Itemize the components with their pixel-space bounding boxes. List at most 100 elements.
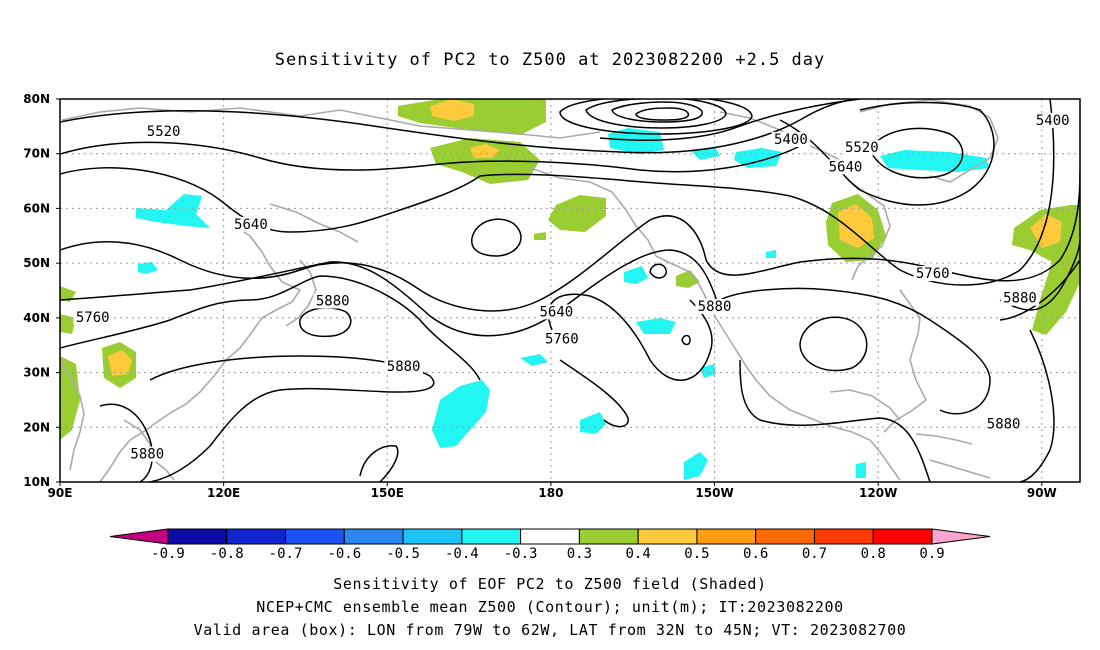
lat-tick-label: 10N: [23, 475, 50, 489]
lon-tick-label: 120E: [207, 486, 240, 500]
colorbar-swatch: [813, 528, 874, 545]
contour-label: 5640: [234, 217, 268, 233]
contour-5880-ring-small: [681, 334, 691, 346]
colorbar-swatch: [402, 528, 463, 545]
contour-5880-ring-pac: [299, 307, 352, 338]
coast-alaska: [529, 167, 669, 263]
coast-arctic-siberia: [61, 107, 601, 139]
lat-tick-label: 40N: [23, 311, 50, 325]
contour-label: 5880: [698, 299, 732, 315]
coast-north-america-east: [883, 289, 928, 433]
shade-core-indochina: [108, 350, 132, 376]
contour-label-bg: [537, 304, 576, 320]
colorbar-swatch: [872, 528, 933, 545]
coast-japan: [285, 259, 317, 327]
colorbar-tick-label: 0.6: [743, 546, 768, 562]
colorbar-swatch-low: [109, 528, 169, 545]
coastlines: [60, 99, 999, 482]
contour-5400: [599, 99, 861, 141]
contour-5880-ring-na: [799, 316, 868, 372]
coast-south-america: [929, 459, 991, 479]
contour-5760-east-hook: [999, 259, 1080, 321]
contour-5880-far-right: [1019, 329, 1055, 482]
contour-5760-south: [60, 249, 721, 337]
shade-negative-arctic-2: [690, 148, 720, 160]
contour-label-bg: [695, 298, 734, 314]
shade-negative-tropical: [580, 412, 606, 434]
colorbar-swatch: [755, 528, 815, 545]
caption-line-2: NCEP+CMC ensemble mean Z500 (Contour); u…: [256, 598, 844, 616]
contour-label-bg: [231, 216, 271, 232]
contour-5880-west: [99, 403, 154, 482]
contour-label: 5880: [130, 447, 164, 463]
colorbar-swatch: [226, 528, 287, 545]
contour-label: 5880: [387, 359, 421, 375]
page-title: Sensitivity of PC2 to Z500 at 2023082200…: [274, 50, 826, 70]
colorbar-tick-label: 0.9: [919, 546, 944, 562]
shade-negative-mongolia: [138, 262, 158, 274]
coast-hudson: [847, 179, 891, 281]
contour-5880-na-south: [739, 359, 931, 482]
contour-label: 5880: [316, 293, 350, 309]
caption-line-1: Sensitivity of EOF PC2 to Z500 field (Sh…: [333, 575, 767, 593]
shade-negative-siberia: [136, 194, 210, 228]
contour-5880-tropic-pac: [559, 359, 629, 428]
coast-caribbean: [915, 433, 973, 445]
shade-negative-npac: [636, 318, 676, 334]
shaded-sensitivity-areas: [60, 99, 1080, 480]
shade-core-canada: [838, 204, 874, 248]
colorbar-labels: -0.9 -0.8 -0.7 -0.6 -0.5 -0.4 -0.3 0.3 0.4 0.5 0.6…: [151, 546, 945, 562]
contour-label: 5400: [1036, 113, 1070, 129]
shade-negative-tropical-5: [856, 462, 866, 478]
contour-label-bg: [826, 159, 865, 175]
colorbar-swatch: [343, 528, 404, 545]
shade-positive-asia-west: [60, 286, 76, 302]
contour-5640-north: [60, 141, 801, 173]
contour-label-bg: [542, 331, 582, 347]
contour-5880-hawaii: [359, 445, 399, 482]
contour-label: 5520: [845, 140, 879, 156]
shade-negative-tropical-2: [684, 452, 708, 480]
contour-label-bg: [1033, 112, 1072, 128]
colorbar-swatch: [285, 528, 345, 545]
contour-label: 5640: [829, 159, 863, 175]
colorbar-swatch: [461, 528, 522, 545]
contour-5880-na: [719, 287, 991, 415]
contour-label: 5400: [774, 132, 808, 148]
colorbar-tick-label: 0.8: [861, 546, 886, 562]
colorbar-tick-label: -0.4: [445, 546, 479, 562]
shade-positive-alaska: [548, 195, 606, 232]
shade-positive-india: [60, 356, 80, 440]
contour-label-bg: [128, 446, 167, 462]
colorbar-tick-label: -0.6: [327, 546, 361, 562]
contour-label-bg: [1000, 290, 1040, 306]
coast-greenland: [859, 99, 999, 183]
contour-label: 5640: [540, 304, 574, 320]
contour-arctic-ring-4: [635, 107, 690, 121]
lon-tick-label: 120W: [859, 486, 897, 500]
caption-line-3: Valid area (box): LON from 79W to 62W, L…: [193, 621, 907, 639]
shade-positive-small: [534, 232, 546, 240]
colorbar-swatch-high: [931, 528, 991, 545]
colorbar-tick-label: -0.3: [504, 546, 538, 562]
contour-5640-mid: [60, 99, 1055, 286]
shade-negative-arctic-3: [734, 148, 782, 168]
contour-arctic-ring-3: [611, 101, 703, 123]
contour-5880-na-east: [999, 239, 1080, 311]
shade-negative-tropical-4: [700, 364, 716, 378]
contour-label: 5760: [916, 266, 950, 282]
contour-arctic-ring-2: [585, 99, 727, 129]
contour-label: 5880: [1003, 291, 1037, 307]
contour-5760-ring: [649, 263, 667, 279]
colorbar-tick-label: -0.5: [386, 546, 420, 562]
colorbar-swatch: [167, 528, 228, 545]
coast-india: [60, 361, 85, 471]
lon-tick-label: 90E: [48, 486, 73, 500]
contour-label-bg: [313, 293, 352, 309]
shade-positive-pacific-ne: [676, 270, 700, 288]
contour-5640-lowloop: [471, 218, 522, 257]
lat-tick-label: 80N: [23, 92, 50, 106]
lon-tick-label: 150W: [695, 486, 733, 500]
contour-5880-pacific: [149, 355, 435, 482]
